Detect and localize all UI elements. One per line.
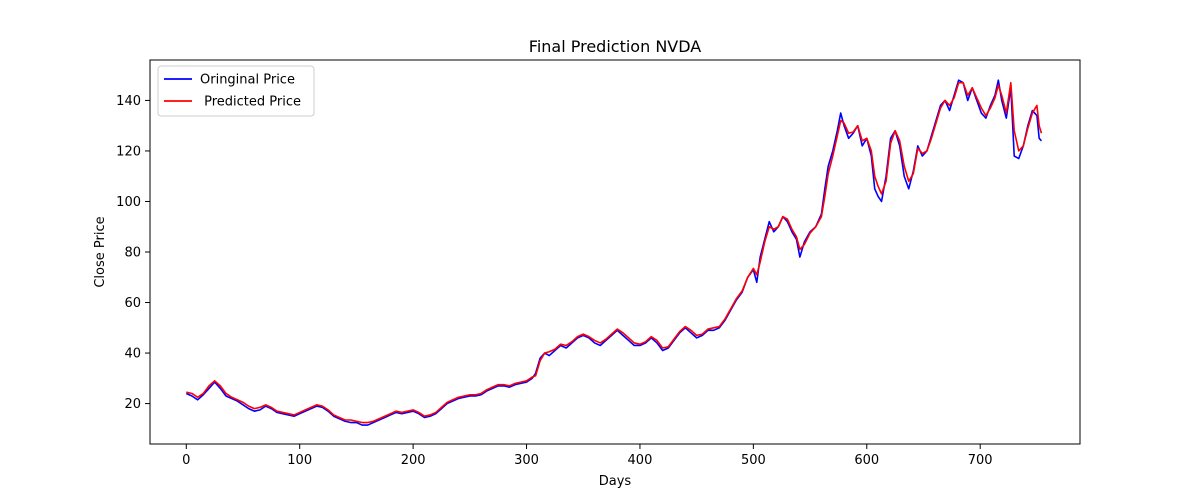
x-tick-label: 300 [514,453,539,468]
plot-area-frame [149,59,1081,445]
series-line-1 [186,81,1043,424]
y-tick-label: 140 [116,94,141,109]
x-tick-label: 700 [968,453,993,468]
x-tick-label: 600 [854,453,879,468]
legend-label-1: Predicted Price [200,95,301,110]
series-layer [185,79,1043,426]
x-tick-label: 0 [182,453,190,468]
y-tick-label: 20 [124,397,141,412]
x-tick-label: 200 [401,453,426,468]
y-tick-label: 80 [124,246,141,261]
y-tick-label: 100 [116,195,141,210]
x-tick-label: 100 [287,453,312,468]
y-axis-label: Close Price [93,216,108,287]
y-tick-label: 40 [124,347,141,362]
x-axis: 0 100 200 300 400 500 600 700 [182,444,993,468]
legend: Oringinal Price Predicted Price [157,65,315,117]
legend-box [157,65,315,117]
x-tick-label: 400 [628,453,653,468]
x-axis-label: Days [599,474,632,489]
y-tick-label: 60 [124,296,141,311]
legend-label-0: Oringinal Price [200,73,295,88]
series-line-0 [185,79,1043,426]
x-tick-label: 500 [741,453,766,468]
y-axis: 20 40 60 80 100 120 140 [116,94,150,412]
chart-title: Final Prediction NVDA [529,37,701,56]
y-tick-label: 120 [116,144,141,159]
